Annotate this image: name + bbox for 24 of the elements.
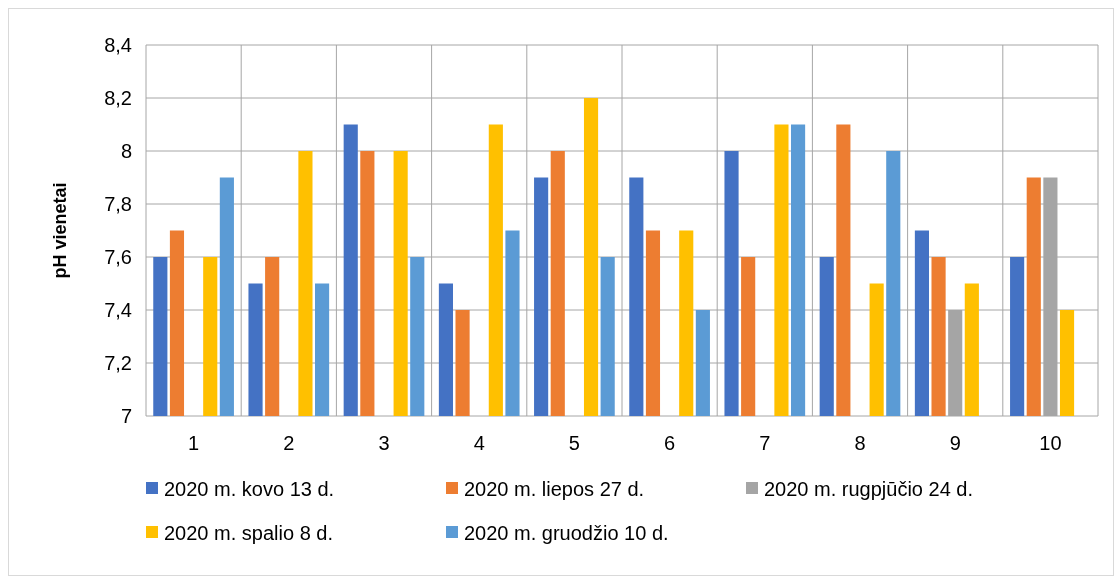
x-tick-label: 10 xyxy=(1039,432,1062,454)
x-tick-label: 4 xyxy=(473,432,485,454)
y-tick-label: 7,6 xyxy=(104,246,132,268)
legend-label: 2020 m. spalio 8 d. xyxy=(164,522,333,544)
y-tick-label: 7,4 xyxy=(104,299,132,321)
legend-label: 2020 m. rugpjūčio 24 d. xyxy=(764,478,974,500)
legend-label: 2020 m. kovo 13 d. xyxy=(164,478,335,500)
x-tick-label: 8 xyxy=(854,432,866,454)
x-tick-label: 9 xyxy=(949,432,961,454)
legend-label: 2020 m. liepos 27 d. xyxy=(464,478,645,500)
y-tick-label: 7,8 xyxy=(104,193,132,215)
x-tick-label: 1 xyxy=(188,432,200,454)
y-tick-label: 7 xyxy=(120,405,132,427)
x-tick-label: 2 xyxy=(283,432,295,454)
x-tick-label: 6 xyxy=(664,432,676,454)
y-axis-title: pH vienetai xyxy=(50,182,70,279)
y-tick-label: 8,4 xyxy=(104,34,132,56)
y-tick-label: 7,2 xyxy=(104,352,132,374)
x-tick-label: 5 xyxy=(568,432,580,454)
y-tick-label: 8 xyxy=(120,140,132,162)
legend-label: 2020 m. gruodžio 10 d. xyxy=(464,522,669,544)
y-tick-label: 8,2 xyxy=(104,87,132,109)
x-tick-label: 3 xyxy=(378,432,390,454)
x-tick-label: 7 xyxy=(759,432,771,454)
